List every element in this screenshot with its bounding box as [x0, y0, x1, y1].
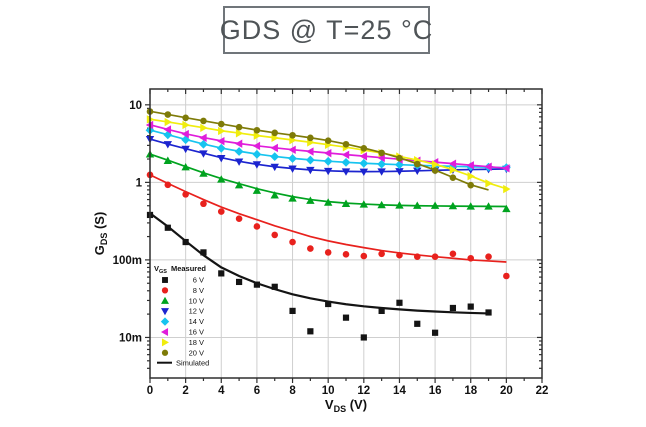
- x-tick-label: 8: [289, 385, 296, 397]
- legend-label: 14 V: [189, 317, 204, 326]
- x-tick-label: 4: [218, 385, 225, 397]
- y-tick-label: 1: [136, 177, 143, 189]
- series-16v: [145, 120, 510, 173]
- x-tick-label: 12: [357, 385, 370, 397]
- y-tick-label: 100m: [113, 255, 142, 267]
- x-tick-label: 6: [254, 385, 260, 397]
- x-tick-label: 22: [536, 385, 549, 397]
- x-tick-label: 18: [464, 385, 477, 397]
- y-axis-title: GDS (S): [92, 212, 109, 256]
- chart-title-box: GDS @ T=25 °C: [220, 6, 432, 54]
- gridlines: [150, 89, 542, 378]
- x-tick-label: 2: [182, 385, 188, 397]
- legend-label: 20 V: [189, 348, 204, 357]
- series-6v: [146, 211, 492, 341]
- plot-border: [149, 88, 543, 379]
- series-10v: [145, 150, 511, 213]
- legend-label: 12 V: [189, 307, 204, 316]
- series-8v: [146, 171, 510, 280]
- chart-title: GDS @ T=25 °C: [219, 14, 434, 45]
- legend-item: 8 V: [161, 286, 204, 295]
- legend-header: VGS Measured: [154, 264, 206, 275]
- legend-item: 12 V: [161, 307, 204, 316]
- axis-titles: VDS (V) GDS (S): [92, 212, 367, 414]
- axis-ticks: [145, 89, 543, 383]
- tick-labels: 0 2 4 6 8 10 12 14 16 18 20 22 10 1 100m 10m: [113, 100, 549, 397]
- legend-label: 16 V: [189, 328, 204, 337]
- legend-label: Simulated: [176, 359, 209, 368]
- series-20v: [146, 108, 489, 191]
- x-axis-title: VDS (V): [325, 397, 367, 414]
- legend-label: 18 V: [189, 338, 204, 347]
- x-tick-label: 0: [147, 385, 153, 397]
- simulated-line: [149, 212, 489, 315]
- x-tick-label: 10: [322, 385, 335, 397]
- legend-item: 20 V: [161, 348, 204, 357]
- x-tick-label: 20: [500, 385, 513, 397]
- legend-item: 18 V: [161, 338, 204, 347]
- legend-label: 10 V: [189, 296, 204, 305]
- legend-item-simulated: Simulated: [157, 359, 209, 368]
- legend-label: 6 V: [193, 276, 204, 285]
- x-tick-label: 16: [429, 385, 442, 397]
- legend-item: 6 V: [162, 276, 204, 285]
- x-tick-label: 14: [393, 385, 406, 397]
- y-tick-label: 10m: [119, 332, 142, 344]
- legend-item: 16 V: [161, 328, 204, 337]
- legend-label: 8 V: [193, 286, 204, 295]
- legend-item: 10 V: [161, 296, 204, 305]
- y-tick-label: 10: [129, 100, 142, 112]
- simulated-line: [149, 174, 507, 263]
- legend-item: 14 V: [160, 317, 204, 326]
